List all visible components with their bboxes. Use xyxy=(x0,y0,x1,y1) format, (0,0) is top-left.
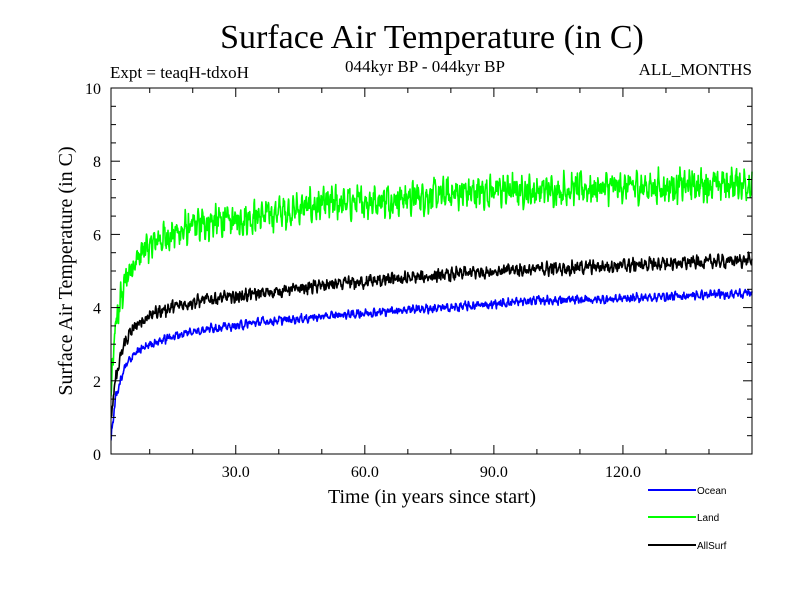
x-tick-label: 60.0 xyxy=(351,464,379,481)
y-tick-label: 2 xyxy=(93,374,101,391)
series-line-allsurf xyxy=(111,251,753,419)
ticks-group xyxy=(111,87,752,455)
y-axis-label: Surface Air Temperature (in C) xyxy=(55,146,77,395)
legend-label-allsurf: AllSurf xyxy=(697,541,727,552)
chart-title: Surface Air Temperature (in C) xyxy=(220,19,644,56)
chart-subtitle: 044kyr BP - 044kyr BP xyxy=(345,57,505,76)
x-tick-label: 120.0 xyxy=(605,464,641,481)
y-tick-label: 0 xyxy=(93,447,101,464)
series-line-ocean xyxy=(111,288,753,441)
y-tick-label: 10 xyxy=(85,81,101,98)
legend-label-ocean: Ocean xyxy=(697,486,726,497)
y-tick-label: 4 xyxy=(93,301,101,318)
series-line-land xyxy=(111,166,753,397)
series-group xyxy=(111,166,753,441)
y-tick-label: 8 xyxy=(93,154,101,171)
experiment-label: Expt = teaqH-tdxoH xyxy=(110,63,249,82)
period-label: ALL_MONTHS xyxy=(639,60,752,79)
y-tick-label: 6 xyxy=(93,227,101,244)
plot-frame xyxy=(110,87,753,455)
x-tick-label: 30.0 xyxy=(222,464,250,481)
legend-label-land: Land xyxy=(697,513,719,524)
x-tick-label: 90.0 xyxy=(480,464,508,481)
x-axis-label: Time (in years since start) xyxy=(328,486,536,508)
legend: Ocean Land AllSurf xyxy=(648,486,727,552)
tick-labels-group: 0 2 4 6 8 10 30.0 60.0 90.0 120.0 xyxy=(85,81,641,481)
